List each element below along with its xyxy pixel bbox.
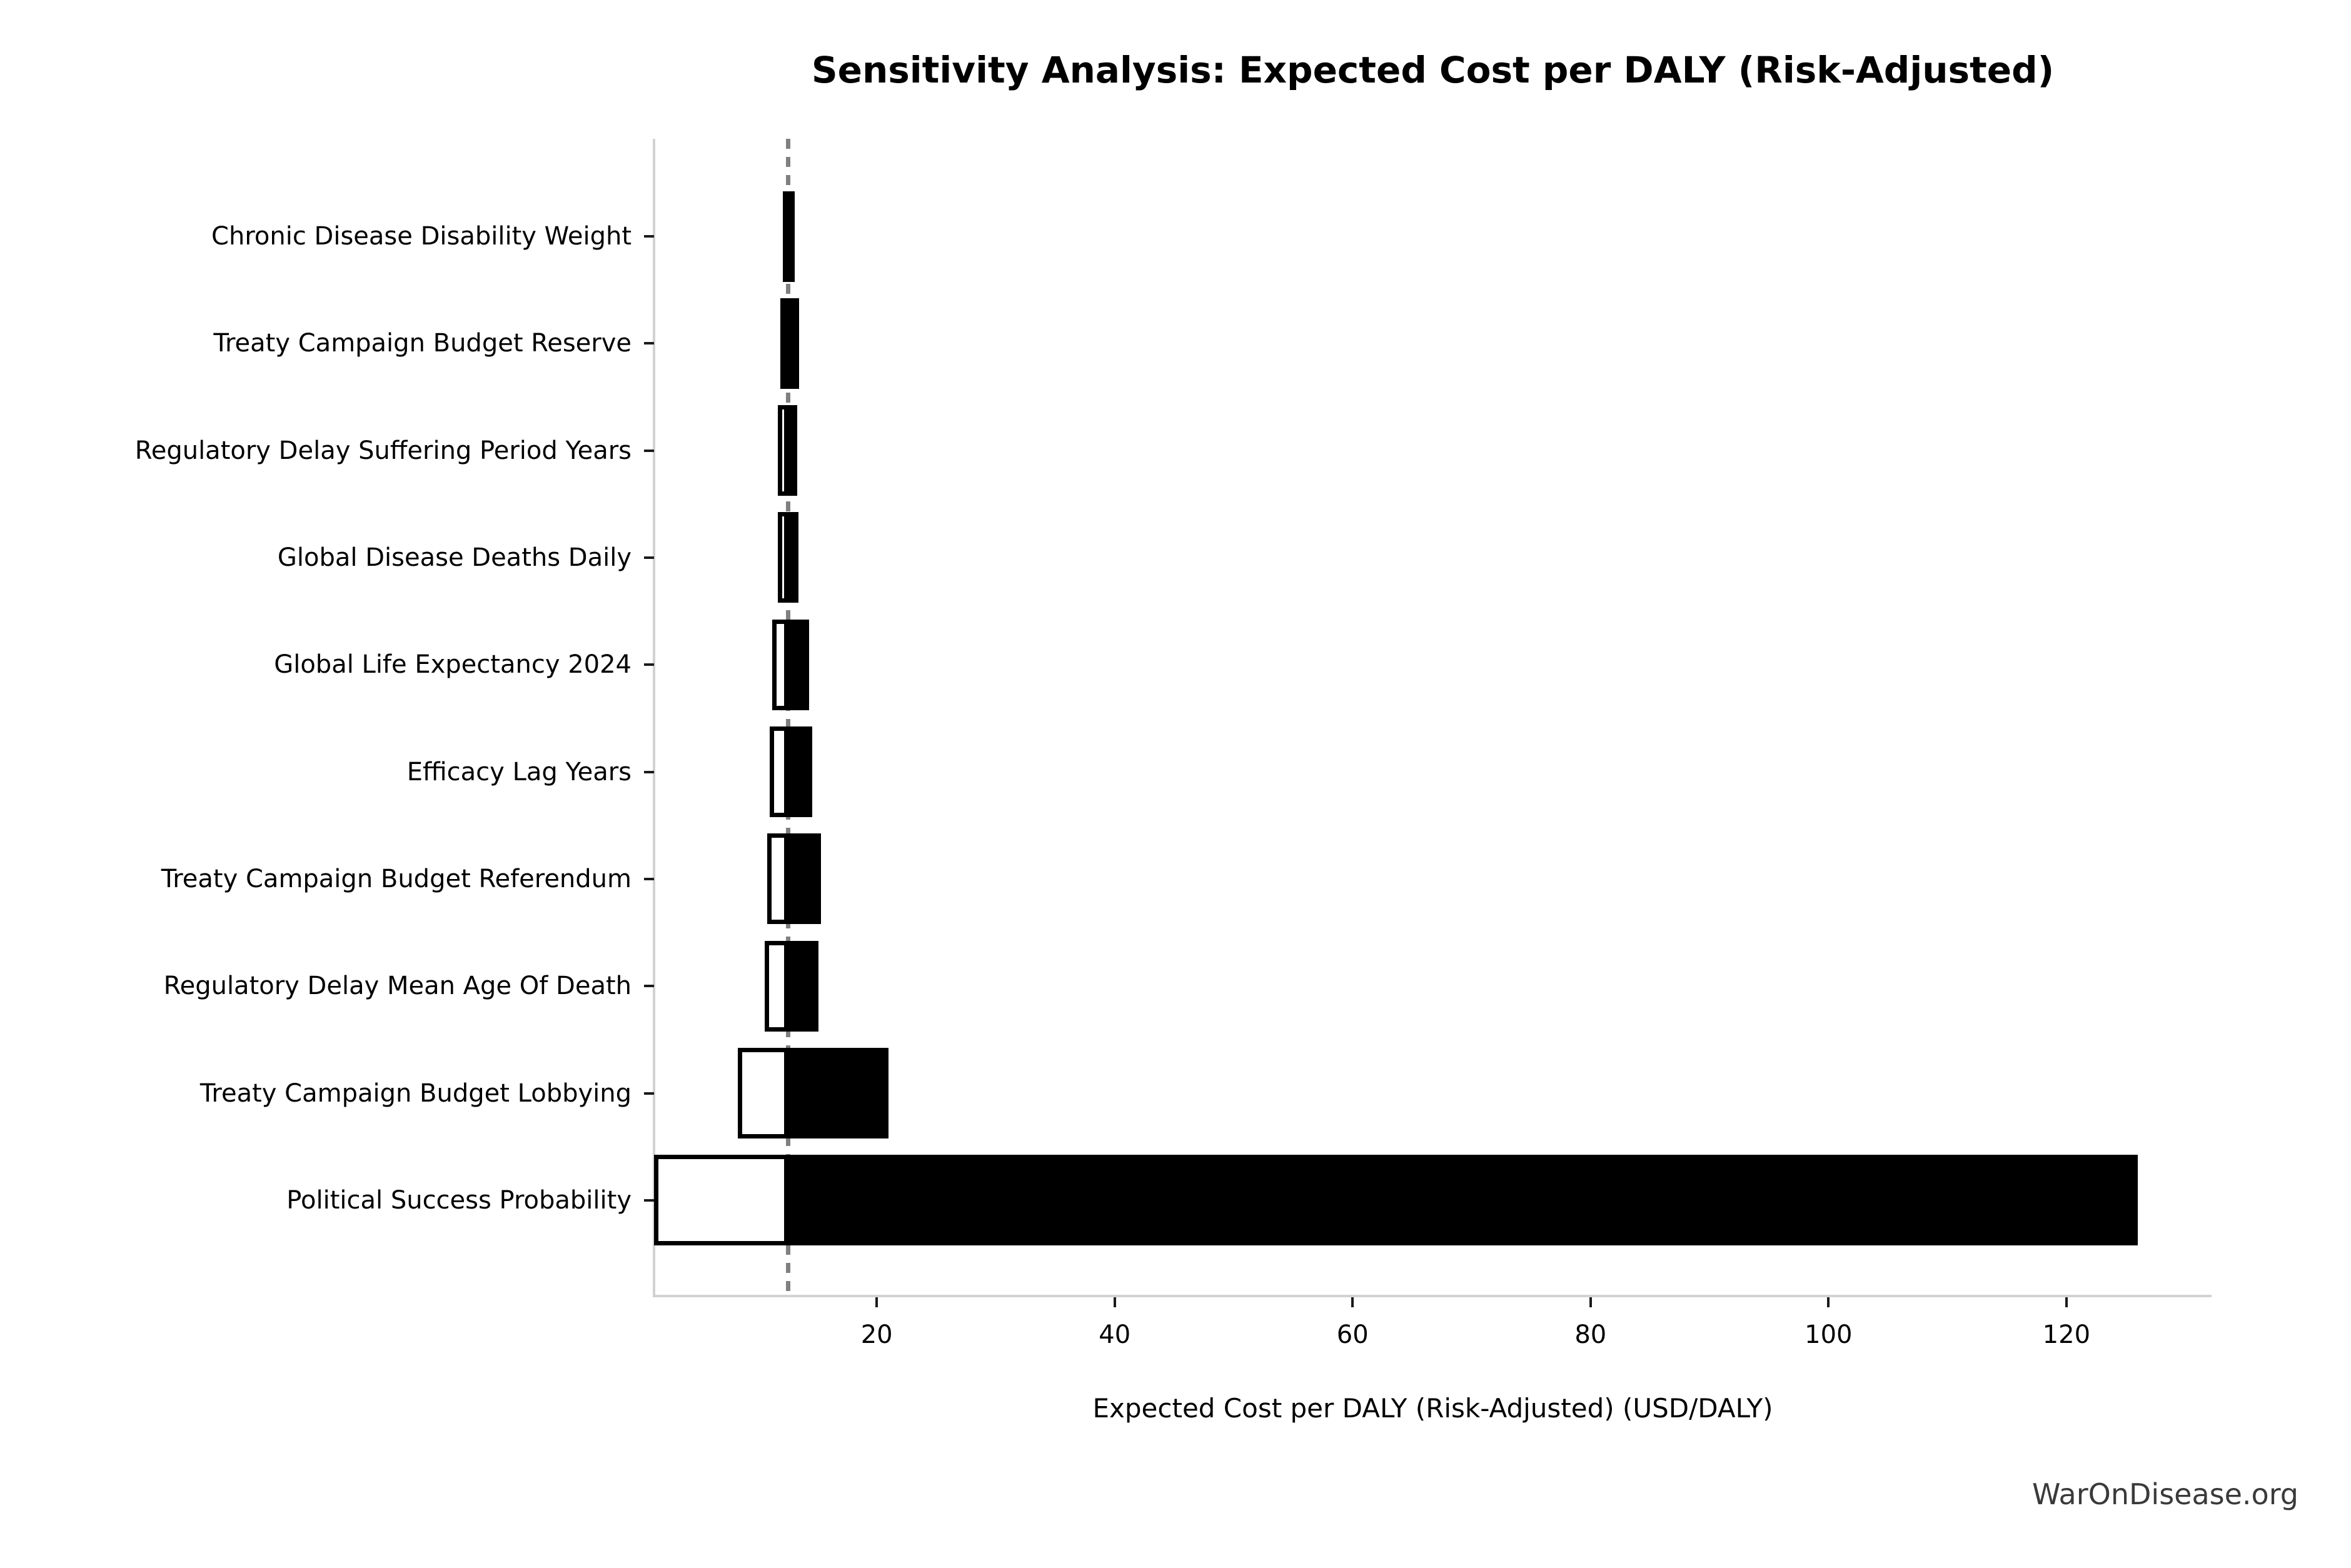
tornado-bar-high bbox=[788, 940, 818, 1032]
y-axis-label: Regulatory Delay Suffering Period Years bbox=[134, 436, 632, 465]
plot-area bbox=[653, 139, 2212, 1297]
tornado-bar-low bbox=[778, 405, 788, 496]
tornado-bar-low bbox=[765, 940, 788, 1032]
tornado-bar-high bbox=[788, 405, 797, 496]
tornado-bar-low bbox=[769, 726, 788, 818]
baseline-dashed-line bbox=[786, 139, 791, 1296]
x-tick-label: 40 bbox=[1099, 1320, 1131, 1349]
tornado-bar-high bbox=[788, 512, 798, 603]
y-tick-mark bbox=[644, 556, 654, 559]
x-tick-label: 20 bbox=[860, 1320, 893, 1349]
x-tick-mark bbox=[1113, 1297, 1116, 1307]
x-tick-label: 60 bbox=[1336, 1320, 1369, 1349]
x-tick-label: 120 bbox=[2042, 1320, 2091, 1349]
tornado-bar-high bbox=[788, 833, 821, 925]
y-axis-label: Efficacy Lag Years bbox=[406, 757, 632, 787]
x-tick-label: 100 bbox=[1805, 1320, 1853, 1349]
tornado-bar-high bbox=[788, 298, 800, 389]
tornado-bar-low bbox=[782, 191, 788, 282]
x-tick-mark bbox=[1351, 1297, 1354, 1307]
y-axis-label: Political Success Probability bbox=[286, 1185, 632, 1215]
tornado-bar-high bbox=[788, 191, 795, 282]
tornado-bar-high bbox=[788, 619, 809, 710]
tornado-bar-high bbox=[788, 1155, 2138, 1246]
tornado-bar-low bbox=[778, 512, 788, 603]
y-tick-mark bbox=[644, 663, 654, 666]
tornado-bar-low bbox=[654, 1155, 788, 1246]
y-tick-mark bbox=[644, 1092, 654, 1095]
y-axis-label: Treaty Campaign Budget Lobbying bbox=[199, 1078, 632, 1108]
y-axis-label: Treaty Campaign Budget Referendum bbox=[161, 864, 632, 893]
tornado-bar-low bbox=[772, 619, 788, 710]
x-tick-mark bbox=[1827, 1297, 1830, 1307]
x-tick-label: 80 bbox=[1574, 1320, 1607, 1349]
chart-title: Sensitivity Analysis: Expected Cost per … bbox=[811, 49, 2055, 91]
y-axis-label: Regulatory Delay Mean Age Of Death bbox=[163, 972, 632, 1001]
tornado-bar-low bbox=[780, 298, 788, 389]
y-tick-mark bbox=[644, 1199, 654, 1202]
tornado-bar-high bbox=[788, 1048, 889, 1139]
x-tick-mark bbox=[875, 1297, 878, 1307]
y-tick-mark bbox=[644, 342, 654, 345]
y-axis-label: Global Life Expectancy 2024 bbox=[274, 650, 632, 680]
y-tick-mark bbox=[644, 449, 654, 452]
tornado-bar-low bbox=[737, 1048, 788, 1139]
x-axis-title: Expected Cost per DALY (Risk-Adjusted) (… bbox=[1092, 1393, 1773, 1424]
tornado-bar-high bbox=[788, 726, 813, 818]
x-tick-mark bbox=[1589, 1297, 1592, 1307]
x-tick-mark bbox=[2065, 1297, 2068, 1307]
y-tick-mark bbox=[644, 235, 654, 238]
y-axis-line bbox=[653, 139, 655, 1296]
y-tick-mark bbox=[644, 877, 654, 880]
tornado-bar-low bbox=[767, 833, 788, 925]
y-axis-label: Treaty Campaign Budget Reserve bbox=[213, 329, 632, 358]
y-tick-mark bbox=[644, 770, 654, 773]
y-tick-mark bbox=[644, 985, 654, 988]
x-axis-line bbox=[653, 1295, 2212, 1297]
y-axis-label: Chronic Disease Disability Weight bbox=[211, 222, 632, 251]
watermark: WarOnDisease.org bbox=[2032, 1477, 2298, 1511]
y-axis-label: Global Disease Deaths Daily bbox=[277, 543, 632, 572]
